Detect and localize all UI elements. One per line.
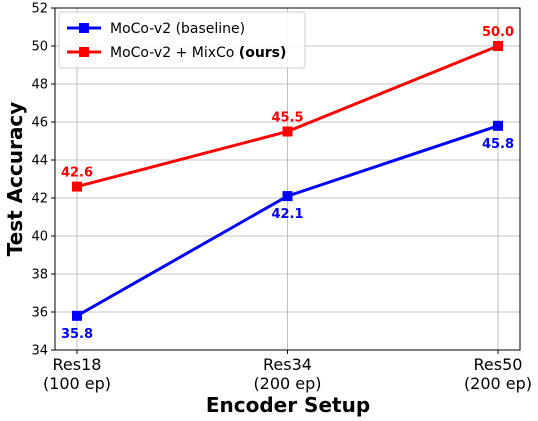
y-tick-label: 38 [31,268,48,283]
legend-label: MoCo-v2 (baseline) [110,21,245,37]
y-tick-label: 50 [31,40,48,55]
point [493,120,503,131]
y-tick-label: 52 [31,2,48,17]
data-label: 42.6 [61,166,93,181]
x-tick-label: Res18 (100 ep) [43,355,111,393]
legend-marker [79,47,89,57]
data-label: 45.8 [482,137,514,152]
point [72,310,82,321]
y-tick-label: 48 [31,78,48,93]
y-tick-label: 34 [31,344,48,359]
legend: MoCo-v2 (baseline) MoCo-v2 + MixCo (ours) [58,11,306,69]
data-label: 42.1 [271,207,303,222]
plot-frame [54,7,521,351]
point [493,41,503,51]
point [282,126,293,137]
data-label: 35.8 [61,327,93,342]
y-tick-label: 44 [31,154,48,169]
legend-box [58,11,306,69]
legend-marker [79,23,89,33]
point [282,191,293,202]
y-tick-label: 42 [31,192,48,207]
data-label: 50.0 [482,25,514,40]
y-tick-label: 40 [31,230,48,245]
x-axis-label: Encoder Setup [206,393,370,417]
legend-label: MoCo-v2 + MixCo (ours) [110,45,286,61]
data-label: 45.5 [271,111,303,126]
y-axis-label: Test Accuracy [3,102,27,257]
y-tick-label: 36 [31,306,48,321]
y-tick-label: 46 [31,116,48,131]
x-tick-label: Res50 (200 ep) [464,355,532,393]
point [72,181,82,192]
x-tick-label: Res34 (200 ep) [253,355,321,393]
